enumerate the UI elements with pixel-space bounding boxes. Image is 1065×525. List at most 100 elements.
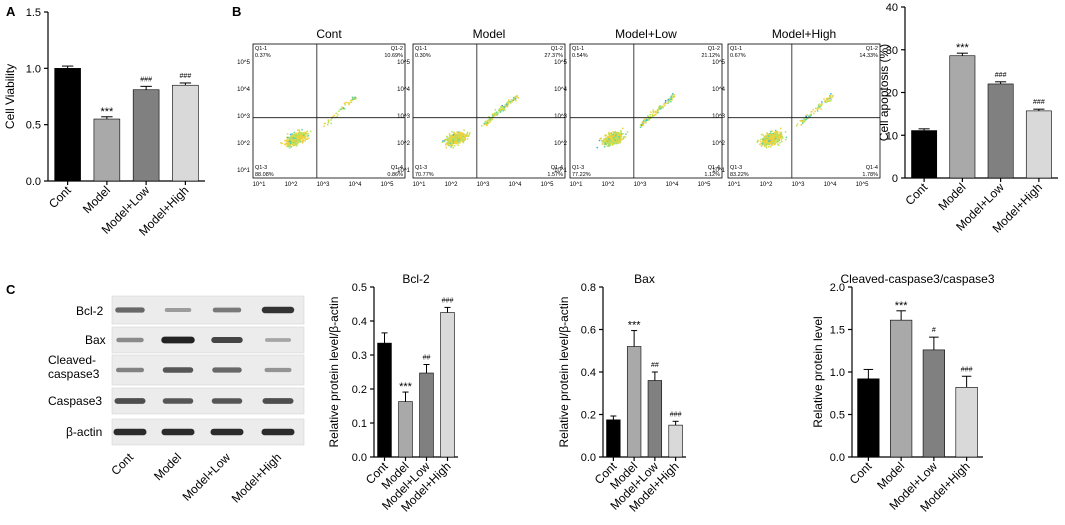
flow-y-tick: 10^4 bbox=[712, 87, 725, 93]
flow-event bbox=[612, 142, 614, 145]
flow-event bbox=[294, 133, 297, 135]
flow-event bbox=[654, 110, 657, 113]
flow-event bbox=[624, 136, 627, 138]
quadrant-percent: 0.37% bbox=[255, 53, 271, 59]
flow-event bbox=[778, 133, 781, 136]
y-axis-label: Relative protein level/β-actin bbox=[557, 297, 571, 448]
y-tick-label: 0.0 bbox=[26, 176, 41, 188]
flow-event bbox=[649, 116, 651, 118]
flow-event bbox=[828, 97, 830, 99]
flow-event bbox=[772, 138, 775, 141]
flow-event bbox=[762, 139, 764, 141]
flow-event bbox=[818, 103, 821, 105]
panel-label-a: A bbox=[6, 4, 16, 19]
flow-event bbox=[774, 137, 777, 139]
y-tick-label: 0.2 bbox=[352, 384, 367, 396]
flow-event bbox=[454, 137, 456, 140]
flow-event bbox=[511, 100, 513, 103]
flow-event bbox=[288, 143, 290, 146]
flow-event bbox=[626, 131, 629, 133]
flow-event bbox=[490, 118, 493, 121]
flow-event bbox=[659, 107, 661, 110]
flow-event bbox=[780, 132, 782, 135]
flow-event bbox=[774, 136, 776, 138]
flow-event bbox=[510, 98, 513, 101]
flow-event bbox=[779, 131, 781, 134]
flow-event bbox=[829, 96, 832, 98]
flow-event bbox=[763, 135, 766, 138]
flow-event bbox=[297, 132, 300, 134]
quadrant-name: Q1-3 bbox=[415, 165, 427, 171]
flow-event bbox=[770, 130, 772, 133]
bar-model-high bbox=[1025, 110, 1052, 179]
flow-event bbox=[326, 124, 329, 126]
flow-event bbox=[351, 98, 354, 100]
blot-label: Caspase3 bbox=[48, 394, 102, 408]
flow-event bbox=[458, 138, 461, 140]
flow-event bbox=[784, 131, 787, 133]
flow-event bbox=[808, 115, 810, 117]
flow-event bbox=[488, 118, 491, 120]
flow-event bbox=[617, 141, 619, 144]
flow-event bbox=[485, 124, 488, 126]
flow-event bbox=[615, 133, 617, 136]
flow-event bbox=[622, 137, 625, 139]
flow-event bbox=[771, 130, 773, 132]
flow-event bbox=[768, 141, 770, 143]
flow-event bbox=[664, 102, 667, 105]
flow-event bbox=[829, 100, 832, 102]
flow-event bbox=[286, 136, 288, 139]
flow-event bbox=[306, 135, 309, 138]
quadrant-percent: 1.57% bbox=[547, 172, 563, 178]
flow-event bbox=[331, 117, 333, 120]
flow-event bbox=[609, 136, 611, 138]
flow-event bbox=[288, 139, 290, 142]
flow-event bbox=[444, 139, 447, 141]
flow-event bbox=[448, 142, 450, 144]
flow-event bbox=[452, 147, 455, 149]
flow-event bbox=[823, 100, 826, 102]
flow-event bbox=[508, 99, 510, 102]
flow-event bbox=[766, 138, 769, 141]
flow-event bbox=[760, 133, 763, 136]
flow-y-tick: 10^1 bbox=[237, 168, 250, 174]
flow-y-tick: 10^3 bbox=[237, 114, 250, 120]
flow-event bbox=[447, 143, 449, 145]
flow-event bbox=[459, 133, 462, 135]
flow-event bbox=[301, 128, 303, 131]
flow-event bbox=[306, 130, 309, 133]
blot-band bbox=[161, 336, 195, 344]
flow-event bbox=[608, 131, 610, 134]
flow-event bbox=[606, 140, 609, 143]
significance-label: ### bbox=[442, 297, 454, 304]
flow-y-tick: 10^2 bbox=[237, 141, 250, 147]
flow-event bbox=[304, 140, 306, 142]
flow-event bbox=[643, 119, 645, 122]
flow-event bbox=[768, 136, 771, 139]
bar-model-high bbox=[955, 386, 978, 458]
flow-event bbox=[648, 119, 650, 121]
flow-event bbox=[290, 142, 293, 145]
flow-event bbox=[766, 143, 769, 145]
flow-event bbox=[291, 133, 293, 135]
flow-event bbox=[609, 135, 611, 137]
flow-event bbox=[442, 140, 444, 142]
quadrant-name: Q1-4 bbox=[551, 165, 563, 171]
flow-event bbox=[304, 137, 307, 139]
flow-y-tick: 10^2 bbox=[712, 141, 725, 147]
flow-event bbox=[759, 143, 761, 146]
blot-band bbox=[261, 306, 295, 314]
flow-event bbox=[457, 136, 459, 138]
flow-event bbox=[451, 136, 454, 139]
flow-event bbox=[762, 137, 765, 139]
flow-event bbox=[763, 144, 766, 147]
flow-event bbox=[289, 142, 291, 145]
flow-event bbox=[301, 132, 304, 135]
flow-event bbox=[647, 115, 649, 117]
flow-plot-frame bbox=[412, 43, 566, 179]
flow-event bbox=[295, 135, 298, 138]
flow-event bbox=[760, 145, 763, 147]
flow-event bbox=[596, 146, 599, 149]
flow-event bbox=[605, 137, 607, 140]
flow-event bbox=[454, 133, 456, 136]
